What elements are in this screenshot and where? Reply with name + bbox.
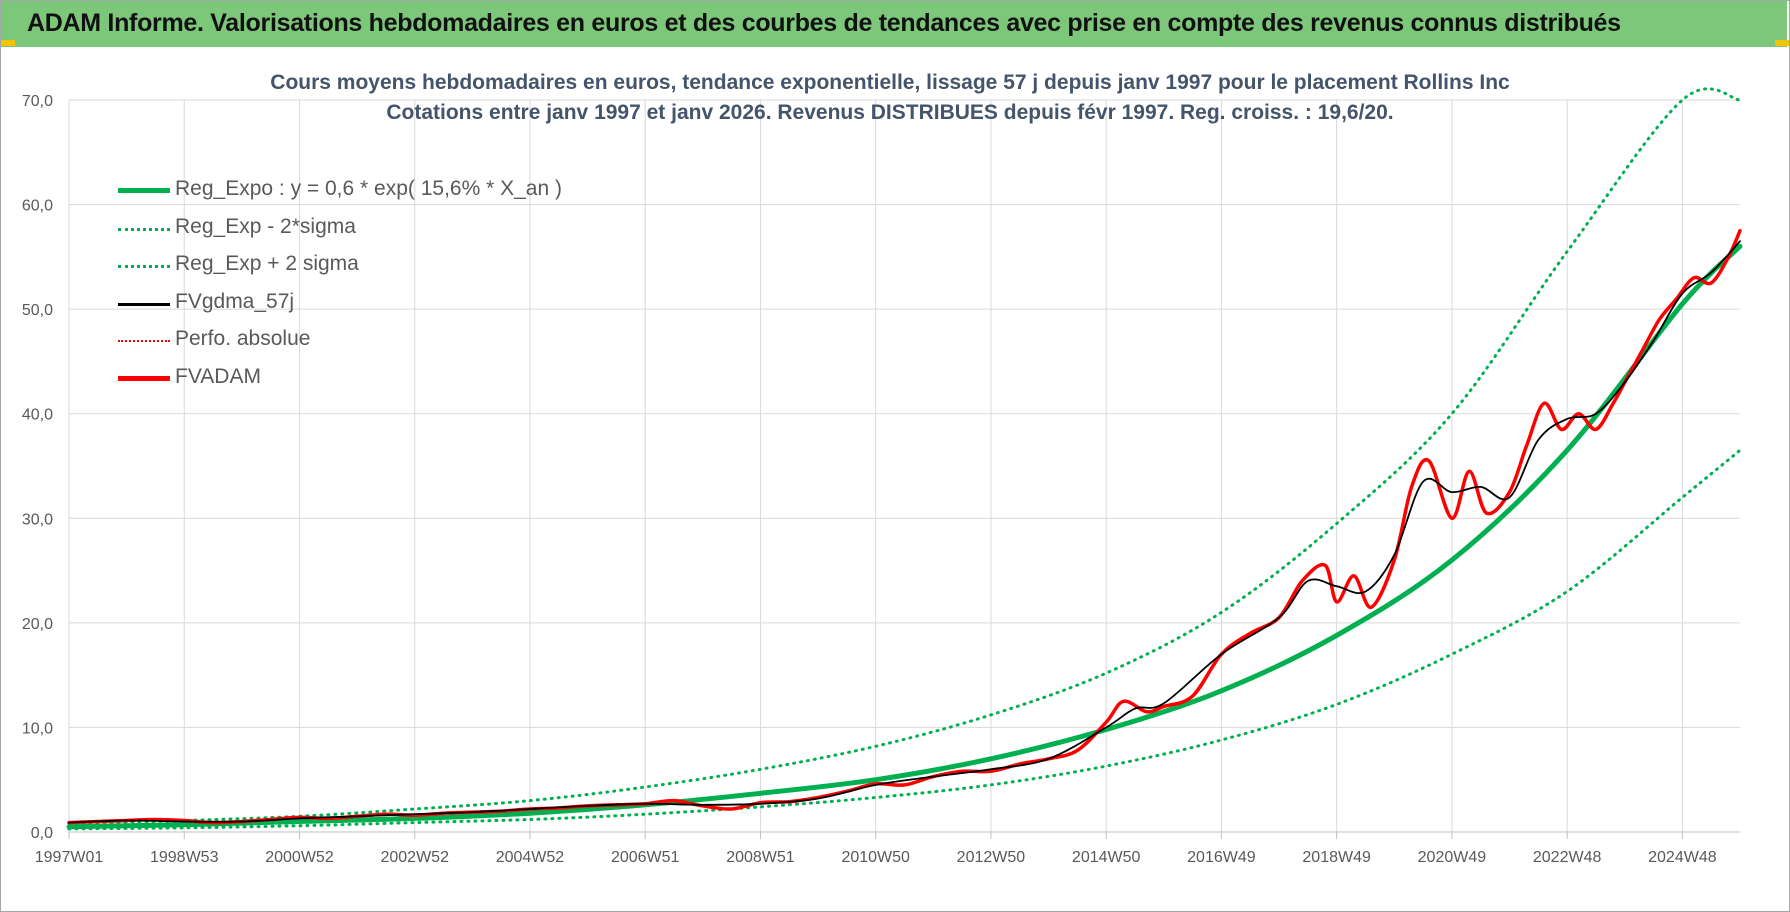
report-header: ADAM Informe. Valorisations hebdomadaire… bbox=[1, 1, 1787, 47]
series-reg-exp-minus-2sigma bbox=[67, 448, 1742, 831]
x-tick-label: 2006W51 bbox=[611, 849, 680, 866]
legend-label: Reg_Exp + 2 sigma bbox=[175, 252, 359, 275]
legend-swatch bbox=[118, 188, 170, 193]
x-tick-label: 2010W50 bbox=[841, 849, 910, 866]
x-tick-label: 2016W49 bbox=[1187, 849, 1256, 866]
corner-marker bbox=[1, 40, 15, 46]
legend-label: Reg_Expo : y = 0,6 * exp( 15,6% * X_an ) bbox=[175, 177, 562, 200]
gridlines bbox=[68, 99, 1740, 833]
chart-title: Cours moyens hebdomadaires en euros, ten… bbox=[200, 68, 1580, 128]
x-tick-label: 1998W53 bbox=[150, 849, 219, 866]
legend-swatch bbox=[118, 265, 170, 268]
x-tick-label: 2002W52 bbox=[380, 849, 449, 866]
legend-label: FVgdma_57j bbox=[175, 289, 295, 313]
series-reg-exp-plus-2sigma bbox=[67, 87, 1742, 826]
chart-title-line-1: Cours moyens hebdomadaires en euros, ten… bbox=[270, 71, 1510, 94]
axes: 0,0 10,0 20,0 30,0 40,0 50,0 60,0 70,0 1997W01 19… bbox=[22, 93, 1740, 866]
x-tick-label: 2024W48 bbox=[1648, 849, 1717, 866]
x-tick-label: 2014W50 bbox=[1072, 849, 1141, 866]
y-tick-label: 10,0 bbox=[22, 720, 53, 737]
legend-swatch bbox=[118, 340, 170, 342]
legend-swatch bbox=[118, 302, 170, 306]
legend-label: FVADAM bbox=[175, 364, 261, 388]
legend-label: Reg_Exp - 2*sigma bbox=[175, 214, 356, 238]
x-tick-label: 2022W48 bbox=[1533, 849, 1602, 866]
legend-label: Perfo. absolue bbox=[175, 327, 311, 350]
y-tick-label: 60,0 bbox=[22, 198, 53, 215]
y-tick-label: 0,0 bbox=[31, 825, 53, 842]
y-tick-label: 30,0 bbox=[22, 511, 53, 528]
x-tick-label: 2012W50 bbox=[957, 849, 1026, 866]
y-tick-label: 50,0 bbox=[22, 302, 53, 319]
y-tick-label: 70,0 bbox=[22, 93, 53, 110]
x-tick-label: 2020W49 bbox=[1418, 849, 1487, 866]
series-layer bbox=[66, 87, 1743, 831]
report-title: ADAM Informe. Valorisations hebdomadaire… bbox=[27, 9, 1621, 37]
legend-swatch bbox=[118, 227, 170, 231]
chart-title-line-2: Cotations entre janv 1997 et janv 2026. … bbox=[386, 101, 1394, 124]
x-tick-label: 1997W01 bbox=[35, 849, 104, 866]
series-reg-expo bbox=[66, 243, 1743, 830]
corner-marker bbox=[1775, 40, 1789, 46]
x-tick-label: 2000W52 bbox=[265, 849, 334, 866]
y-tick-label: 40,0 bbox=[22, 407, 53, 424]
x-tick-label: 2008W51 bbox=[726, 849, 795, 866]
legend-swatch bbox=[118, 375, 170, 381]
x-tick-label: 2004W52 bbox=[496, 849, 565, 866]
series-fvgdma-57j bbox=[68, 240, 1741, 824]
x-tick-label: 2018W49 bbox=[1302, 849, 1371, 866]
y-tick-label: 20,0 bbox=[22, 616, 53, 633]
